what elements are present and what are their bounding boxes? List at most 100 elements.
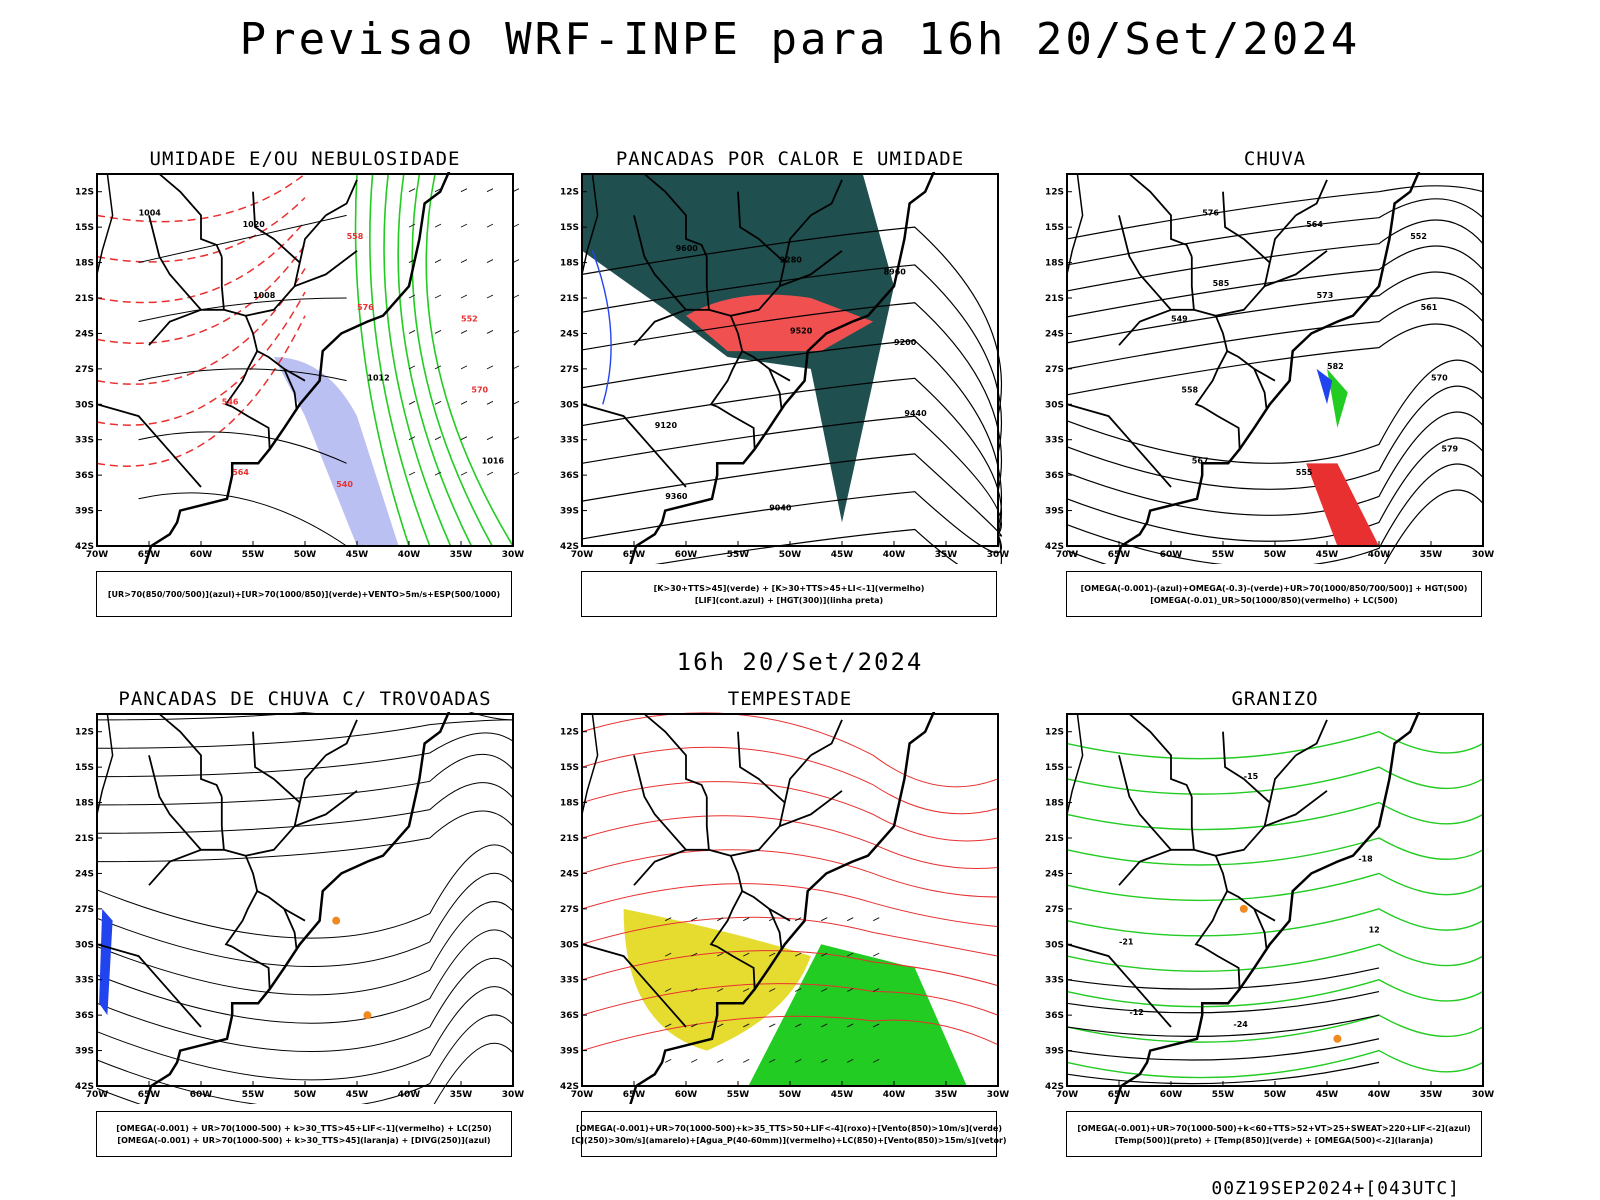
political-border bbox=[220, 256, 259, 352]
political-border bbox=[148, 308, 202, 346]
political-border bbox=[245, 754, 327, 857]
temp850-contour bbox=[1066, 978, 1484, 1008]
lat-tick-label: 42S bbox=[1045, 542, 1064, 552]
hgt500-contour bbox=[1066, 219, 1484, 292]
wind-vector bbox=[690, 917, 698, 922]
contour-label: 573 bbox=[1317, 291, 1334, 300]
coastline bbox=[629, 712, 936, 1104]
hgt500-contour bbox=[1066, 185, 1484, 240]
contour-label: 546 bbox=[222, 397, 239, 406]
lc850-streamline bbox=[581, 916, 999, 957]
lat-tick-label: 42S bbox=[1045, 1082, 1064, 1092]
political-border bbox=[1118, 848, 1172, 886]
lat-tick-label: 27S bbox=[1045, 365, 1064, 375]
map-panel-chuva: CHUVA 585 582 579 576 573 570 567 564 561 558 555 55… bbox=[1045, 148, 1505, 618]
contour-label: 9440 bbox=[904, 409, 927, 418]
lat-tick-label: 21S bbox=[560, 834, 579, 844]
humidity-contour bbox=[383, 173, 452, 547]
contour-label: 9280 bbox=[780, 256, 803, 265]
political-border bbox=[256, 350, 306, 382]
political-border bbox=[1066, 403, 1172, 488]
legend-line: [OMEGA(-0.001) + UR>70(1000-500) + k>30_… bbox=[117, 1135, 491, 1145]
lat-tick-label: 15S bbox=[560, 763, 579, 773]
political-border bbox=[1264, 790, 1328, 828]
wind-vector bbox=[820, 1058, 828, 1063]
political-border bbox=[1215, 754, 1297, 857]
wind-vector bbox=[460, 188, 468, 193]
political-border bbox=[581, 943, 687, 1028]
wind-vector bbox=[434, 330, 442, 334]
thickness-contour bbox=[96, 220, 306, 304]
political-border bbox=[643, 713, 708, 798]
contour-label: 576 bbox=[1202, 208, 1219, 217]
political-border bbox=[231, 945, 271, 989]
contour-label: 540 bbox=[336, 480, 353, 489]
temp500-contour bbox=[1066, 967, 1380, 990]
wind-vector bbox=[408, 365, 416, 370]
wind-vector bbox=[434, 259, 442, 263]
lat-tick-label: 24S bbox=[560, 329, 579, 339]
contour-label: 9600 bbox=[676, 244, 699, 253]
wind-vector bbox=[408, 471, 416, 476]
wind-vector bbox=[408, 330, 416, 334]
wind-vector bbox=[690, 952, 698, 957]
contour-label: 564 bbox=[1306, 220, 1323, 229]
thickness-contour bbox=[96, 244, 306, 345]
wind-vector bbox=[486, 188, 494, 193]
wind-vector bbox=[486, 400, 494, 405]
lat-tick-label: 12S bbox=[75, 728, 94, 738]
political-border bbox=[1264, 250, 1328, 288]
lat-tick-label: 42S bbox=[560, 542, 579, 552]
wind-vector bbox=[408, 436, 416, 441]
panel-legend: [OMEGA(-0.001) + UR>70(1000-500) + k>30_… bbox=[96, 1111, 512, 1157]
wind-vector bbox=[742, 952, 750, 957]
map-pancadas-calor: 9600 9520 9440 9360 9280 9200 9120 9040 8960 12S 1… bbox=[560, 172, 1009, 564]
lon-tick-label: 65W bbox=[138, 1090, 161, 1100]
panel-legend: [OMEGA(-0.001)-(azul)+OMEGA(-0.3)-(verde… bbox=[1066, 571, 1482, 617]
lat-tick-label: 33S bbox=[75, 436, 94, 446]
lat-tick-label: 36S bbox=[1045, 1011, 1064, 1021]
wind-vector bbox=[664, 988, 672, 992]
panel-title: TEMPESTADE bbox=[727, 688, 853, 710]
contour-label: 9200 bbox=[894, 338, 917, 347]
map-overlay-chuva bbox=[1066, 185, 1484, 564]
contour-labels: 12 -12 -15 -18 -21 -24 bbox=[1119, 772, 1380, 1029]
political-border bbox=[294, 250, 358, 288]
humidity-contour bbox=[369, 173, 431, 547]
wind-vector bbox=[794, 1058, 802, 1063]
lat-tick-label: 24S bbox=[1045, 329, 1064, 339]
temp850-contour bbox=[1066, 730, 1484, 760]
streamline bbox=[96, 732, 514, 778]
lat-tick-label: 33S bbox=[75, 976, 94, 986]
contour-label: 9360 bbox=[665, 492, 688, 501]
orange-cell bbox=[332, 916, 341, 925]
lon-tick-label: 70W bbox=[571, 550, 594, 560]
wind-vector bbox=[460, 400, 468, 405]
wind-vector bbox=[846, 952, 854, 957]
political-border bbox=[148, 215, 224, 311]
contour-label: 558 bbox=[347, 232, 364, 241]
political-border bbox=[633, 215, 709, 311]
wind-vector bbox=[434, 436, 442, 441]
lat-tick-label: 33S bbox=[1045, 976, 1064, 986]
humidity-contour bbox=[425, 173, 514, 547]
lon-tick-label: 45W bbox=[1316, 1090, 1339, 1100]
temp500-contour bbox=[1066, 1038, 1380, 1061]
lat-tick-label: 39S bbox=[75, 507, 94, 517]
lat-tick-label: 21S bbox=[560, 294, 579, 304]
lat-tick-label: 12S bbox=[75, 188, 94, 198]
lat-tick-label: 18S bbox=[1045, 259, 1064, 269]
pressure-isobar bbox=[138, 297, 347, 323]
legend-line: [Temp(500)](preto) + [Temp(850)](verde) … bbox=[1114, 1135, 1434, 1145]
map-umidade: 1004 1008 1012 1016 1020 576 570 564 558 552 546 54… bbox=[75, 172, 524, 564]
political-border bbox=[730, 214, 812, 317]
political-border bbox=[737, 191, 786, 264]
lat-tick-label: 30S bbox=[560, 940, 579, 950]
contour-label: 582 bbox=[1327, 362, 1344, 371]
lat-tick-label: 30S bbox=[560, 400, 579, 410]
wind-vector bbox=[408, 188, 416, 193]
temp850-contour bbox=[1066, 1049, 1484, 1079]
political-border bbox=[716, 405, 756, 449]
legend-line: [CJ(250)>30m/s](amarelo)+[Agua_P(40-60mm… bbox=[571, 1135, 1007, 1145]
contour-label: 1016 bbox=[482, 456, 505, 465]
